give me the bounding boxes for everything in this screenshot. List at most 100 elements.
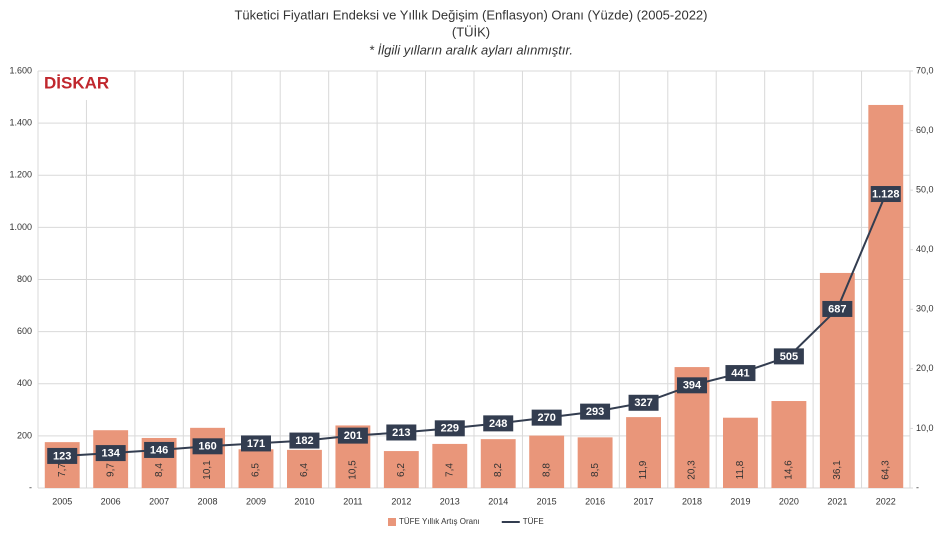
line-value-label: 146 <box>144 441 175 458</box>
logo: DİSKAR <box>44 73 109 92</box>
line-value-label: 270 <box>531 409 562 426</box>
bar-value-label: 8,4 <box>154 463 165 477</box>
y2-tick-label: 50,0 <box>916 185 934 195</box>
line-value-label: 134 <box>95 445 126 462</box>
y-tick-label: 600 <box>17 326 32 336</box>
x-tick-label: 2011 <box>343 496 362 506</box>
bar <box>771 401 807 488</box>
line-value-text: 687 <box>828 303 846 315</box>
bar <box>529 435 565 488</box>
line-value-text: 327 <box>634 397 652 409</box>
label-box <box>580 403 611 420</box>
bar-value-label: 6,5 <box>251 463 262 477</box>
legend-label: TÜFE <box>523 517 544 526</box>
line-value-label: 327 <box>628 394 659 411</box>
bar <box>577 437 613 488</box>
line-value-text: 123 <box>53 450 71 462</box>
line-value-label: 171 <box>241 435 271 452</box>
line-value-text: 146 <box>150 444 168 456</box>
line-value-label: 248 <box>483 415 514 432</box>
label-box <box>386 424 417 441</box>
line-value-text: 293 <box>586 406 604 418</box>
label-box <box>144 441 175 458</box>
y-tick-label: 200 <box>17 430 32 440</box>
line-value-text: 441 <box>731 367 749 379</box>
line-value-text: 160 <box>198 441 216 453</box>
legend-label: TÜFE Yıllık Artış Oranı <box>399 517 480 526</box>
bar-value-label: 10,5 <box>348 460 359 480</box>
y-tick-label: 800 <box>17 274 32 284</box>
x-tick-label: 2012 <box>391 496 411 506</box>
bar-value-label: 11,8 <box>735 460 746 479</box>
chart-note: * İlgili yılların aralık ayları alınmışt… <box>369 42 573 57</box>
bar <box>383 451 419 488</box>
bar-value-label: 20,3 <box>687 460 698 480</box>
line-value-text: 213 <box>392 427 410 439</box>
x-tick-label: 2014 <box>488 496 508 506</box>
plot-area: - 200 400 600 800 1.000 1.200 1.400 1.600 - 10,0 20… <box>9 65 933 506</box>
line-value-label: 687 <box>822 300 853 317</box>
label-box <box>773 348 804 365</box>
bar-value-label: 64,3 <box>880 460 891 480</box>
bar <box>480 439 516 488</box>
line-value-label: 1.128 <box>870 186 901 203</box>
label-box <box>95 445 126 462</box>
x-tick-label: 2016 <box>585 496 605 506</box>
line-value-label: 213 <box>386 424 417 441</box>
line-value-text: 394 <box>683 380 702 392</box>
line-value-label: 441 <box>725 365 756 382</box>
line-value-text: 201 <box>344 430 362 442</box>
bar <box>432 443 468 488</box>
bar <box>626 417 661 488</box>
bar-value-label: 6,2 <box>396 463 407 477</box>
line-value-text: 171 <box>247 438 265 450</box>
line-value-text: 248 <box>489 418 507 430</box>
label-box <box>531 409 562 426</box>
x-tick-label: 2010 <box>294 496 314 506</box>
x-tick-label: 2019 <box>730 496 750 506</box>
chart-subtitle: (TÜİK) <box>452 24 490 39</box>
x-tick-label: 2005 <box>52 496 72 506</box>
bar-value-label: 7,7 <box>57 463 68 477</box>
x-tick-label: 2017 <box>634 496 654 506</box>
bar <box>287 449 322 488</box>
legend-swatch <box>388 518 396 526</box>
bar-value-label: 8,5 <box>590 463 601 477</box>
label-box <box>241 435 271 452</box>
x-tick-label: 2007 <box>149 496 169 506</box>
label-box <box>434 420 465 437</box>
bar-value-label: 9,7 <box>105 463 116 477</box>
line-value-label: 505 <box>773 348 804 365</box>
label-box <box>47 447 78 464</box>
y2-tick-label: 20,0 <box>916 363 934 373</box>
x-tick-label: 2008 <box>198 496 218 506</box>
y-tick-label: 1.000 <box>9 222 32 232</box>
label-box <box>483 415 514 432</box>
bar-value-label: 7,4 <box>444 463 455 477</box>
y-tick-label: 1.400 <box>9 118 32 128</box>
label-box <box>677 377 707 394</box>
line-value-text: 270 <box>537 412 555 424</box>
line-value-label: 229 <box>434 420 465 437</box>
label-box <box>725 365 756 382</box>
line-value-text: 229 <box>441 423 459 435</box>
bar <box>868 104 904 488</box>
y2-tick-label: 70,0 <box>916 65 934 75</box>
logo-box <box>40 72 130 100</box>
bar-value-label: 11,9 <box>638 460 649 479</box>
bar <box>190 427 225 488</box>
bar-value-label: 14,6 <box>784 460 795 480</box>
bar <box>723 417 758 488</box>
y2-tick-label: 60,0 <box>916 125 934 135</box>
x-tick-label: 2020 <box>779 496 799 506</box>
y-tick-label: 400 <box>17 378 32 388</box>
y-tick-label: 1.600 <box>9 65 32 75</box>
label-box <box>192 438 223 455</box>
line-value-label: 182 <box>289 432 320 449</box>
y2-tick-label: 40,0 <box>916 244 934 254</box>
line-value-label: 394 <box>677 377 707 394</box>
line-value-text: 1.128 <box>872 188 900 200</box>
x-tick-label: 2022 <box>876 496 896 506</box>
line-value-text: 505 <box>780 351 798 363</box>
